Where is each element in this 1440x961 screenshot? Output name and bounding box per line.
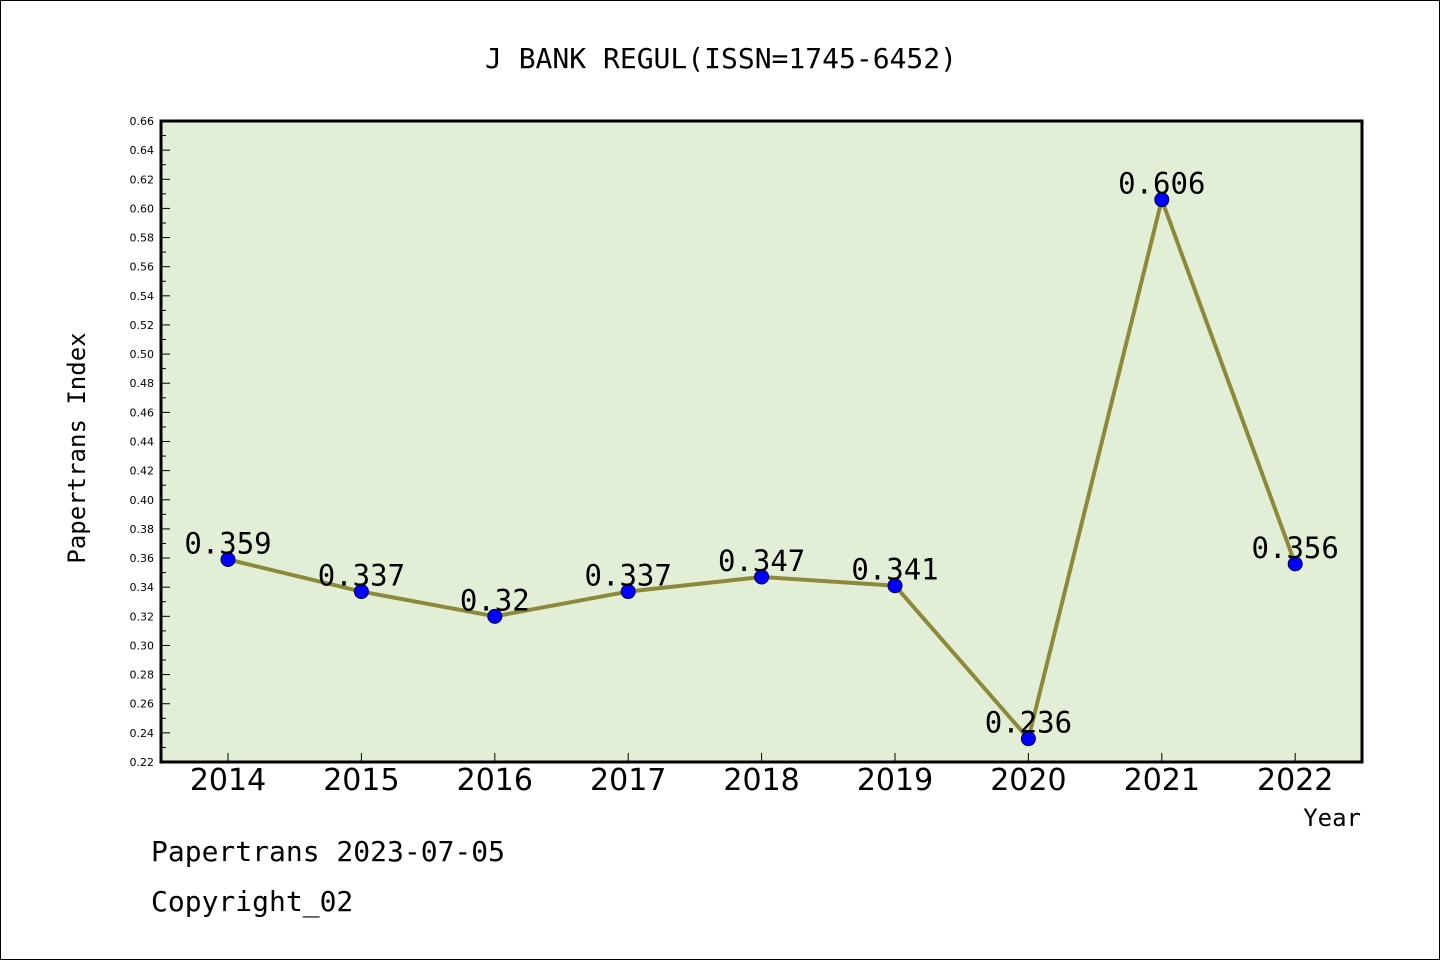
data-label: 0.236 [985, 706, 1072, 740]
y-tick-label: 0.22 [130, 756, 155, 769]
footer-copyright: Copyright_02 [151, 885, 354, 918]
y-tick-label: 0.38 [130, 523, 155, 536]
y-tick-label: 0.66 [130, 115, 155, 128]
x-tick-label: 2019 [857, 763, 933, 798]
y-tick-label: 0.42 [130, 465, 155, 478]
data-label: 0.341 [851, 553, 938, 587]
data-label: 0.606 [1118, 167, 1205, 201]
y-tick-label: 0.56 [130, 261, 155, 274]
y-tick-label: 0.24 [130, 727, 155, 740]
data-point [487, 608, 503, 624]
chart-title: J BANK REGUL(ISSN=1745-6452) [485, 42, 957, 75]
y-tick-label: 0.26 [130, 698, 155, 711]
data-point [220, 552, 236, 568]
y-tick-label: 0.60 [130, 202, 155, 215]
y-tick-label: 0.34 [130, 581, 155, 594]
y-tick-label: 0.44 [130, 436, 155, 449]
x-tick-label: 2021 [1124, 763, 1200, 798]
x-tick-label: 2016 [457, 763, 533, 798]
data-label: 0.32 [460, 583, 530, 617]
data-point [620, 584, 636, 600]
y-tick-label: 0.36 [130, 552, 155, 565]
y-tick-label: 0.28 [130, 669, 155, 682]
y-tick-label: 0.52 [130, 319, 155, 332]
y-tick-label: 0.62 [130, 173, 155, 186]
data-point [1287, 556, 1303, 572]
y-axis-title: Papertrans Index [63, 332, 91, 563]
y-tick-label: 0.64 [130, 144, 155, 157]
plot-area [159, 119, 1364, 764]
data-point [1020, 731, 1036, 747]
data-point [887, 578, 903, 594]
y-tick-label: 0.46 [130, 406, 155, 419]
x-tick-label: 2015 [323, 763, 399, 798]
x-axis-title: Year [1303, 804, 1361, 832]
x-tick-label: 2014 [190, 763, 266, 798]
series-layer: 0.359 0.337 0.32 0.337 0.347 0.341 0.236 0.606 0… [184, 167, 1339, 747]
y-axis: 0.22 0.24 0.26 0.28 0.30 0.32 0.34 0.36 0.38 0.40… [130, 115, 170, 769]
data-label: 0.356 [1252, 531, 1339, 565]
y-tick-label: 0.40 [130, 494, 155, 507]
data-label: 0.337 [585, 559, 672, 593]
y-tick-label: 0.58 [130, 232, 155, 245]
data-label: 0.347 [718, 544, 805, 578]
data-point [353, 584, 369, 600]
x-axis: 2014 2015 2016 2017 2018 2019 2020 2021 2022 [190, 753, 1333, 798]
data-label: 0.359 [184, 527, 271, 561]
data-point [1154, 192, 1170, 208]
x-tick-label: 2022 [1257, 763, 1333, 798]
data-point [754, 569, 770, 585]
x-tick-label: 2020 [990, 763, 1066, 798]
footer-date: Papertrans 2023-07-05 [151, 835, 506, 868]
x-tick-label: 2017 [590, 763, 666, 798]
y-tick-label: 0.30 [130, 639, 155, 652]
data-label: 0.337 [318, 559, 405, 593]
y-tick-label: 0.50 [130, 348, 155, 361]
y-tick-label: 0.54 [130, 290, 155, 303]
y-tick-label: 0.48 [130, 377, 155, 390]
y-tick-label: 0.32 [130, 610, 155, 623]
x-tick-label: 2018 [723, 763, 799, 798]
